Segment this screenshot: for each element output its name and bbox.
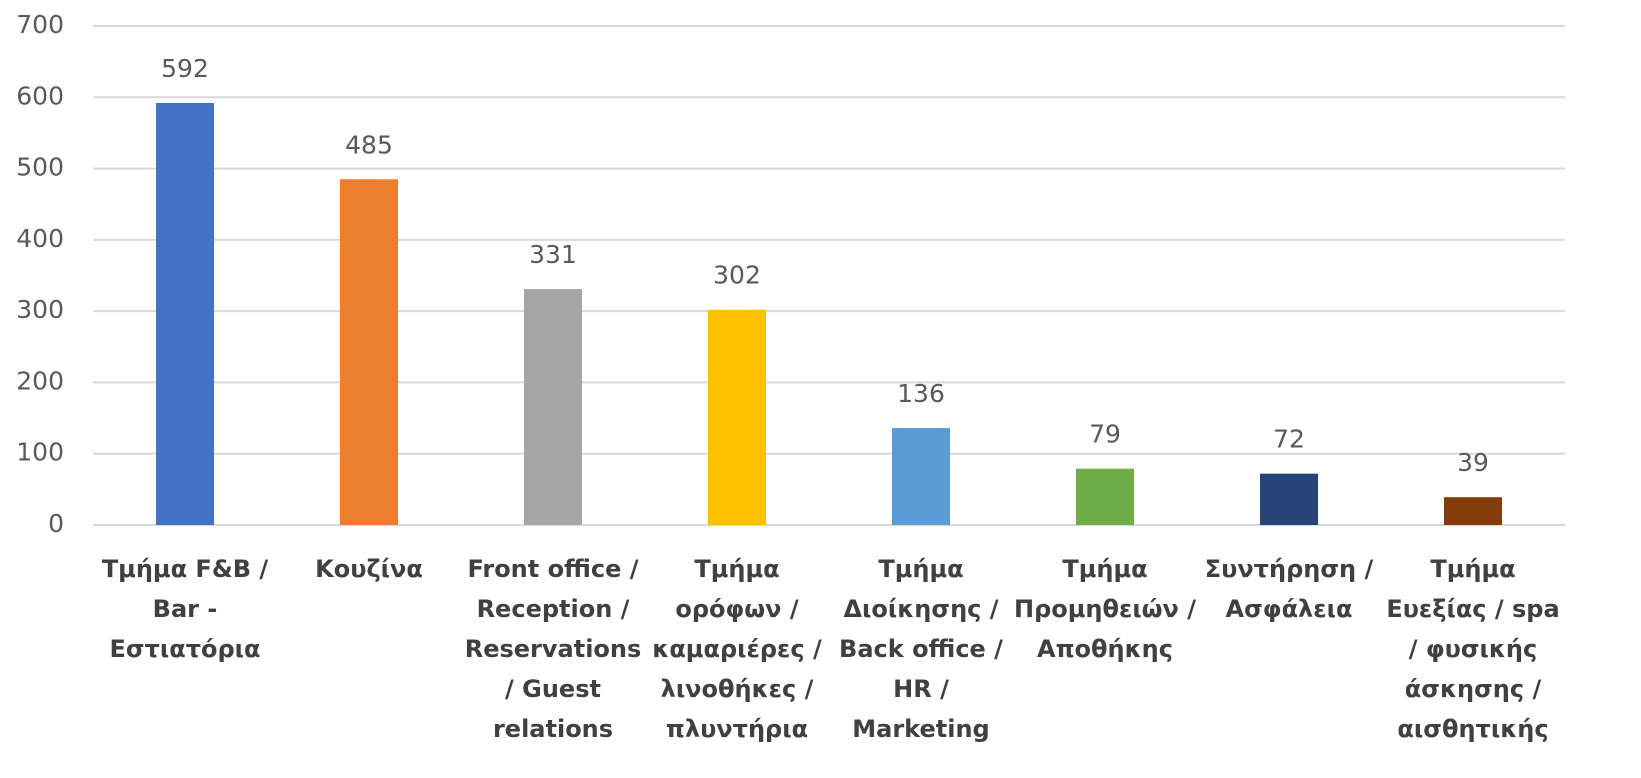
x-tick-label: Τμήμα Προμηθειών / Αποθήκης — [1013, 555, 1197, 663]
x-tick-label: Τμήμα ορόφων / καμαριέρες / λινοθήκες / … — [652, 555, 822, 743]
y-tick-label: 600 — [16, 81, 64, 110]
bar — [156, 102, 214, 525]
bar — [1076, 468, 1134, 525]
y-tick-label: 500 — [16, 153, 64, 182]
bar — [524, 289, 582, 525]
data-label: 485 — [345, 130, 393, 159]
bar — [1444, 497, 1502, 525]
x-tick-label: Τμήμα Διοίκησης / Back office / HR / Mar… — [839, 555, 1003, 743]
bar — [708, 309, 766, 525]
x-tick-label: Συντήρηση / Ασφάλεια — [1204, 555, 1374, 623]
y-tick-label: 300 — [16, 295, 64, 324]
bar — [1260, 473, 1318, 525]
y-tick-label: 700 — [16, 10, 64, 39]
x-tick-label: Κουζίνα — [315, 555, 423, 583]
y-tick-label: 400 — [16, 224, 64, 253]
data-label: 592 — [161, 54, 209, 83]
bar — [892, 428, 950, 525]
y-tick-label: 200 — [16, 366, 64, 395]
data-label: 72 — [1273, 425, 1305, 454]
data-label: 39 — [1457, 448, 1489, 477]
data-label: 302 — [713, 261, 761, 290]
data-label: 79 — [1089, 420, 1121, 449]
y-tick-label: 100 — [16, 438, 64, 467]
x-tick-label: Τμήμα Ευεξίας / spa / φυσικής άσκησης / … — [1386, 555, 1560, 743]
data-label: 136 — [897, 379, 945, 408]
x-tick-label: Front office / Reception / Reservations … — [464, 555, 642, 743]
data-label: 331 — [529, 240, 577, 269]
x-tick-label: Τμήμα F&B / Bar - Εστιατόρια — [101, 555, 269, 663]
bar — [340, 179, 398, 525]
y-tick-label: 0 — [48, 509, 64, 538]
